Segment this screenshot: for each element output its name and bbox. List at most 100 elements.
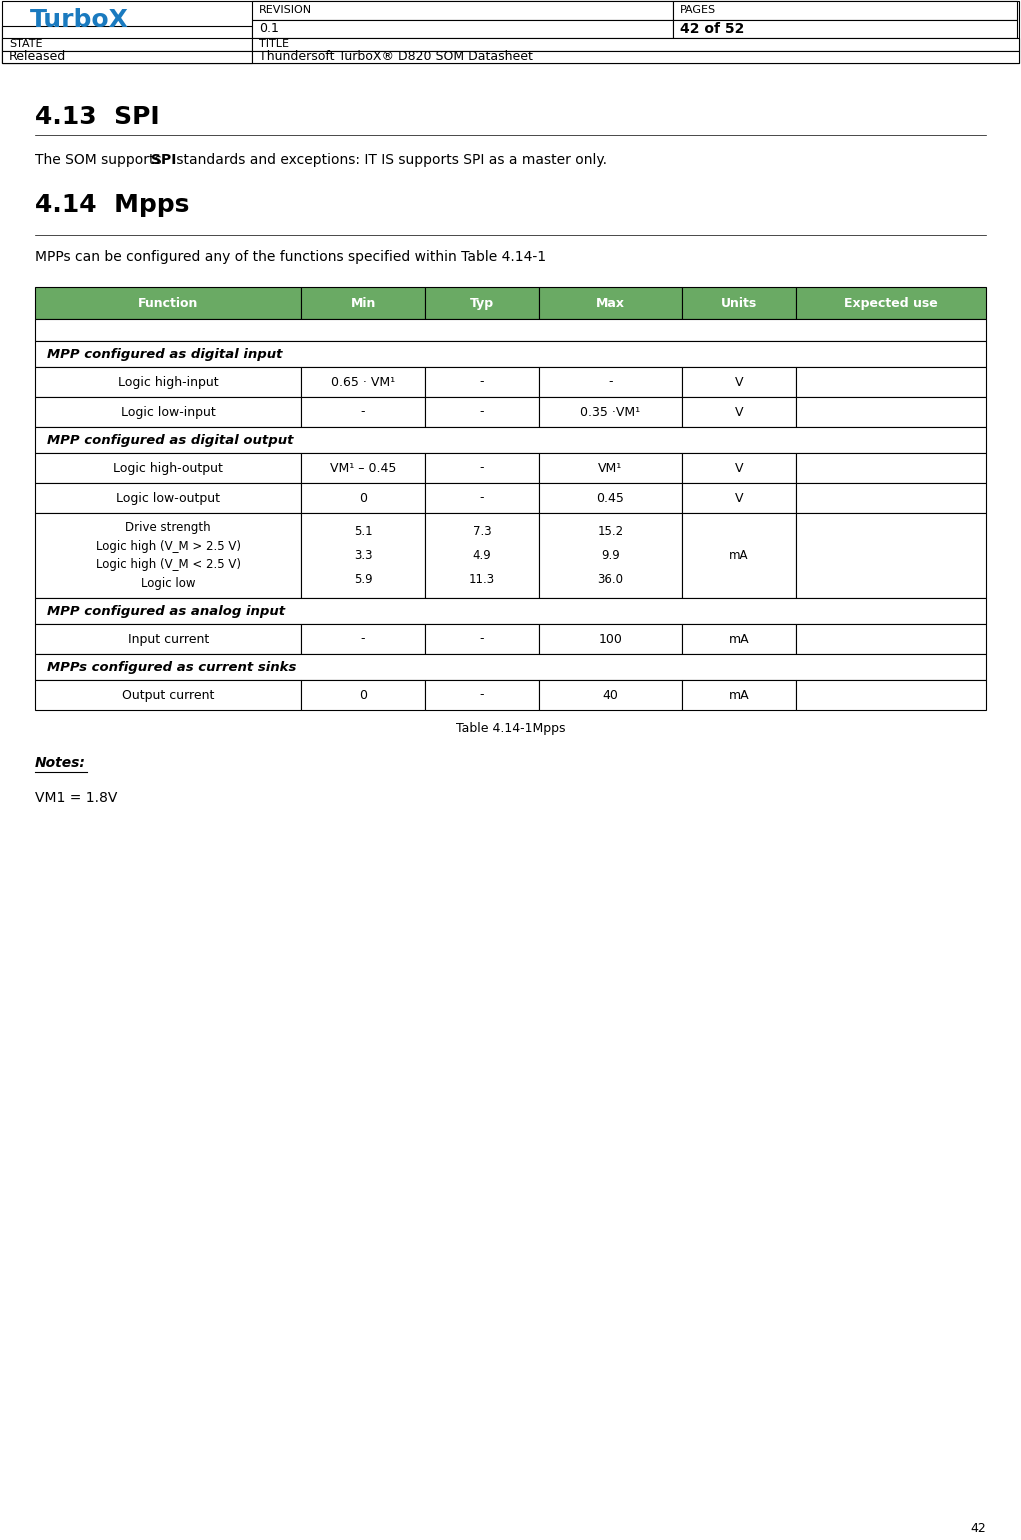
Text: Notes:: Notes: xyxy=(35,756,86,770)
Text: Logic high (V_M < 2.5 V): Logic high (V_M < 2.5 V) xyxy=(96,559,241,571)
Text: -: - xyxy=(360,633,366,645)
Text: Expected use: Expected use xyxy=(844,297,937,310)
Bar xyxy=(539,453,682,484)
Text: TurboX: TurboX xyxy=(30,8,129,32)
Bar xyxy=(682,681,795,710)
Text: -: - xyxy=(480,633,484,645)
Bar xyxy=(2,38,252,51)
Text: 5.1: 5.1 xyxy=(354,525,373,537)
Bar xyxy=(539,397,682,427)
Bar xyxy=(795,484,986,513)
Bar xyxy=(795,624,986,654)
Bar xyxy=(795,286,986,319)
Bar xyxy=(682,624,795,654)
Bar xyxy=(35,340,986,367)
Bar xyxy=(301,484,425,513)
Text: 0: 0 xyxy=(359,688,368,702)
Bar xyxy=(795,367,986,397)
Text: V: V xyxy=(734,491,743,505)
Bar xyxy=(425,367,539,397)
Bar xyxy=(795,397,986,427)
Text: -: - xyxy=(480,462,484,474)
Text: 42 of 52: 42 of 52 xyxy=(680,22,744,35)
Bar xyxy=(35,513,301,598)
Bar xyxy=(425,484,539,513)
Bar xyxy=(682,286,795,319)
Text: 0.45: 0.45 xyxy=(596,491,624,505)
Text: Drive strength: Drive strength xyxy=(126,521,211,534)
Bar xyxy=(539,484,682,513)
Text: Units: Units xyxy=(721,297,757,310)
Bar xyxy=(682,397,795,427)
Text: MPP configured as digital input: MPP configured as digital input xyxy=(47,348,283,360)
Text: 0.65 · VM¹: 0.65 · VM¹ xyxy=(331,376,395,388)
Bar xyxy=(35,286,301,319)
Bar xyxy=(539,681,682,710)
Text: PAGES: PAGES xyxy=(680,5,716,15)
Bar xyxy=(539,513,682,598)
Text: Output current: Output current xyxy=(121,688,214,702)
Bar xyxy=(795,513,986,598)
Text: 7.3: 7.3 xyxy=(473,525,491,537)
Text: -: - xyxy=(480,688,484,702)
Bar xyxy=(35,681,301,710)
Text: -: - xyxy=(480,376,484,388)
Text: Logic low-input: Logic low-input xyxy=(120,405,215,419)
Text: 4.9: 4.9 xyxy=(473,548,491,562)
Bar xyxy=(425,624,539,654)
Text: Logic low-output: Logic low-output xyxy=(116,491,221,505)
Bar xyxy=(301,624,425,654)
Text: 15.2: 15.2 xyxy=(597,525,624,537)
Bar xyxy=(673,2,1017,20)
Bar xyxy=(35,319,986,340)
Text: 9.9: 9.9 xyxy=(601,548,620,562)
Text: -: - xyxy=(360,405,366,419)
Bar xyxy=(252,51,1019,63)
Bar xyxy=(35,367,301,397)
Bar xyxy=(35,598,986,624)
Bar xyxy=(35,453,301,484)
Bar xyxy=(2,26,252,63)
Bar xyxy=(301,453,425,484)
Bar xyxy=(795,453,986,484)
Bar xyxy=(2,2,1019,63)
Text: mA: mA xyxy=(728,688,749,702)
Text: VM1 = 1.8V: VM1 = 1.8V xyxy=(35,792,117,805)
Text: V: V xyxy=(734,462,743,474)
Bar xyxy=(301,513,425,598)
Bar xyxy=(425,286,539,319)
Text: 0.35 ·VM¹: 0.35 ·VM¹ xyxy=(580,405,640,419)
Bar xyxy=(301,367,425,397)
Text: Typ: Typ xyxy=(470,297,494,310)
Text: 0.1: 0.1 xyxy=(259,23,279,35)
Text: Input current: Input current xyxy=(128,633,208,645)
Bar xyxy=(682,453,795,484)
Bar xyxy=(539,286,682,319)
Bar xyxy=(425,397,539,427)
Text: Thundersoft TurboX® D820 SOM Datasheet: Thundersoft TurboX® D820 SOM Datasheet xyxy=(259,51,533,63)
Text: MPP configured as digital output: MPP configured as digital output xyxy=(47,433,293,447)
Text: MPPs configured as current sinks: MPPs configured as current sinks xyxy=(47,661,296,673)
Text: -: - xyxy=(480,491,484,505)
Text: -: - xyxy=(609,376,613,388)
Bar xyxy=(252,38,1019,51)
Text: 3.3: 3.3 xyxy=(354,548,373,562)
Text: 4.13  SPI: 4.13 SPI xyxy=(35,105,159,129)
Bar xyxy=(539,367,682,397)
Bar xyxy=(795,681,986,710)
Text: VM¹ – 0.45: VM¹ – 0.45 xyxy=(330,462,396,474)
Text: 40: 40 xyxy=(602,688,619,702)
Bar xyxy=(301,397,425,427)
Text: 5.9: 5.9 xyxy=(354,573,373,587)
Text: standards and exceptions: IT IS supports SPI as a master only.: standards and exceptions: IT IS supports… xyxy=(173,152,607,166)
Text: mA: mA xyxy=(728,633,749,645)
Bar xyxy=(425,513,539,598)
Text: 36.0: 36.0 xyxy=(597,573,624,587)
Text: Function: Function xyxy=(138,297,198,310)
Text: Table 4.14-1Mpps: Table 4.14-1Mpps xyxy=(455,722,566,735)
Bar xyxy=(35,484,301,513)
Bar xyxy=(673,20,1017,38)
Text: 42: 42 xyxy=(970,1522,986,1534)
Bar xyxy=(252,2,673,20)
Text: STATE: STATE xyxy=(9,40,43,49)
